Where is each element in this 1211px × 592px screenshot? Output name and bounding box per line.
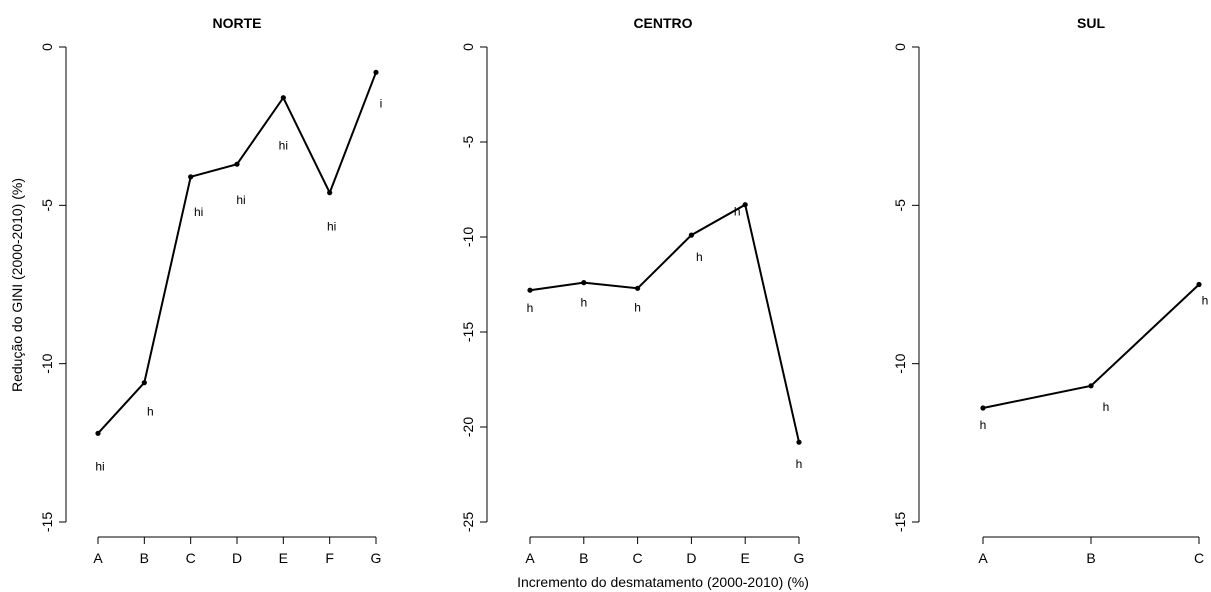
data-point: [1196, 281, 1202, 288]
y-tick-label: -10: [460, 227, 476, 247]
group-label: hi: [95, 459, 104, 473]
series-line: [529, 203, 800, 443]
data-point: [742, 202, 748, 208]
group-label: h: [527, 301, 534, 315]
x-tick-label: E: [279, 550, 288, 566]
y-tick-label: 0: [460, 43, 476, 51]
y-tick-label: 0: [39, 43, 55, 51]
y-tick-label: -15: [39, 512, 55, 532]
data-point: [635, 285, 641, 291]
group-label: h: [1202, 294, 1209, 308]
y-tick-label: -15: [460, 322, 476, 342]
x-tick-label: D: [686, 550, 696, 566]
group-label: hi: [236, 193, 245, 207]
y-tick-label: -10: [39, 353, 55, 373]
data-point: [1088, 383, 1094, 389]
y-tick-label: -5: [892, 199, 908, 212]
group-label: hi: [327, 220, 336, 234]
data-point: [688, 232, 695, 238]
x-tick-label: G: [371, 550, 382, 566]
group-label: h: [980, 418, 987, 432]
x-tick-label: B: [1086, 550, 1095, 566]
data-point: [980, 405, 986, 411]
x-tick-label: A: [93, 550, 103, 566]
x-tick-label: C: [1194, 550, 1204, 566]
x-axis-title: Incremento do desmatamento (2000-2010) (…: [517, 574, 809, 590]
data-point: [95, 430, 101, 436]
data-point: [188, 174, 194, 180]
y-tick-label: -15: [892, 512, 908, 532]
data-point: [280, 95, 286, 101]
x-tick-label: C: [633, 550, 643, 566]
data-point: [527, 287, 533, 293]
series-line: [982, 283, 1200, 409]
group-label: h: [796, 457, 803, 471]
x-tick-label: A: [525, 550, 535, 566]
data-point: [327, 190, 333, 196]
data-point: [234, 161, 240, 167]
panel-norte: NORTE 0 -5 -10 -15 A B C D E F Ghi h hi hi hi hi i: [39, 15, 382, 566]
y-tick-label: -25: [460, 512, 476, 532]
group-label: i: [380, 96, 383, 110]
x-tick-label: G: [794, 550, 805, 566]
group-label: h: [1103, 400, 1110, 414]
y-tick-label: 0: [892, 43, 908, 51]
y-tick-label: -5: [460, 136, 476, 149]
group-label: h: [147, 405, 154, 419]
panel-sul: SUL 0 -5 -10 -15 A B Ch h h: [892, 15, 1208, 566]
data-point: [581, 280, 587, 286]
x-tick-label: C: [186, 550, 196, 566]
panel-title: NORTE: [213, 15, 262, 31]
panel-title: SUL: [1077, 15, 1105, 31]
group-label: h: [580, 296, 587, 310]
data-point: [796, 439, 802, 445]
panel-title: CENTRO: [633, 15, 692, 31]
group-label: hi: [194, 205, 203, 219]
y-tick-label: -20: [460, 417, 476, 437]
x-tick-label: E: [741, 550, 750, 566]
y-tick-label: -10: [892, 353, 908, 373]
x-tick-label: B: [579, 550, 588, 566]
series-line: [97, 71, 377, 434]
group-label: h: [734, 205, 741, 219]
x-tick-label: F: [325, 550, 334, 566]
y-axis-title: Redução do GINI (2000-2010) (%): [9, 178, 25, 392]
x-tick-label: D: [232, 550, 242, 566]
group-label: hi: [279, 139, 288, 153]
y-tick-label: -5: [39, 199, 55, 212]
x-tick-label: A: [978, 550, 988, 566]
chart-panels: NORTE 0 -5 -10 -15 A B C D E F Ghi h hi hi hi hi i CENTRO 0…: [39, 15, 1208, 566]
panel-centro: CENTRO 0 -5 -10 -15 -20 -25 A B C D E Gh h h h h h: [460, 15, 804, 566]
group-label: h: [696, 250, 703, 264]
group-label: h: [634, 300, 641, 314]
x-tick-label: B: [140, 550, 149, 566]
data-point: [373, 69, 379, 75]
data-point: [141, 380, 147, 386]
